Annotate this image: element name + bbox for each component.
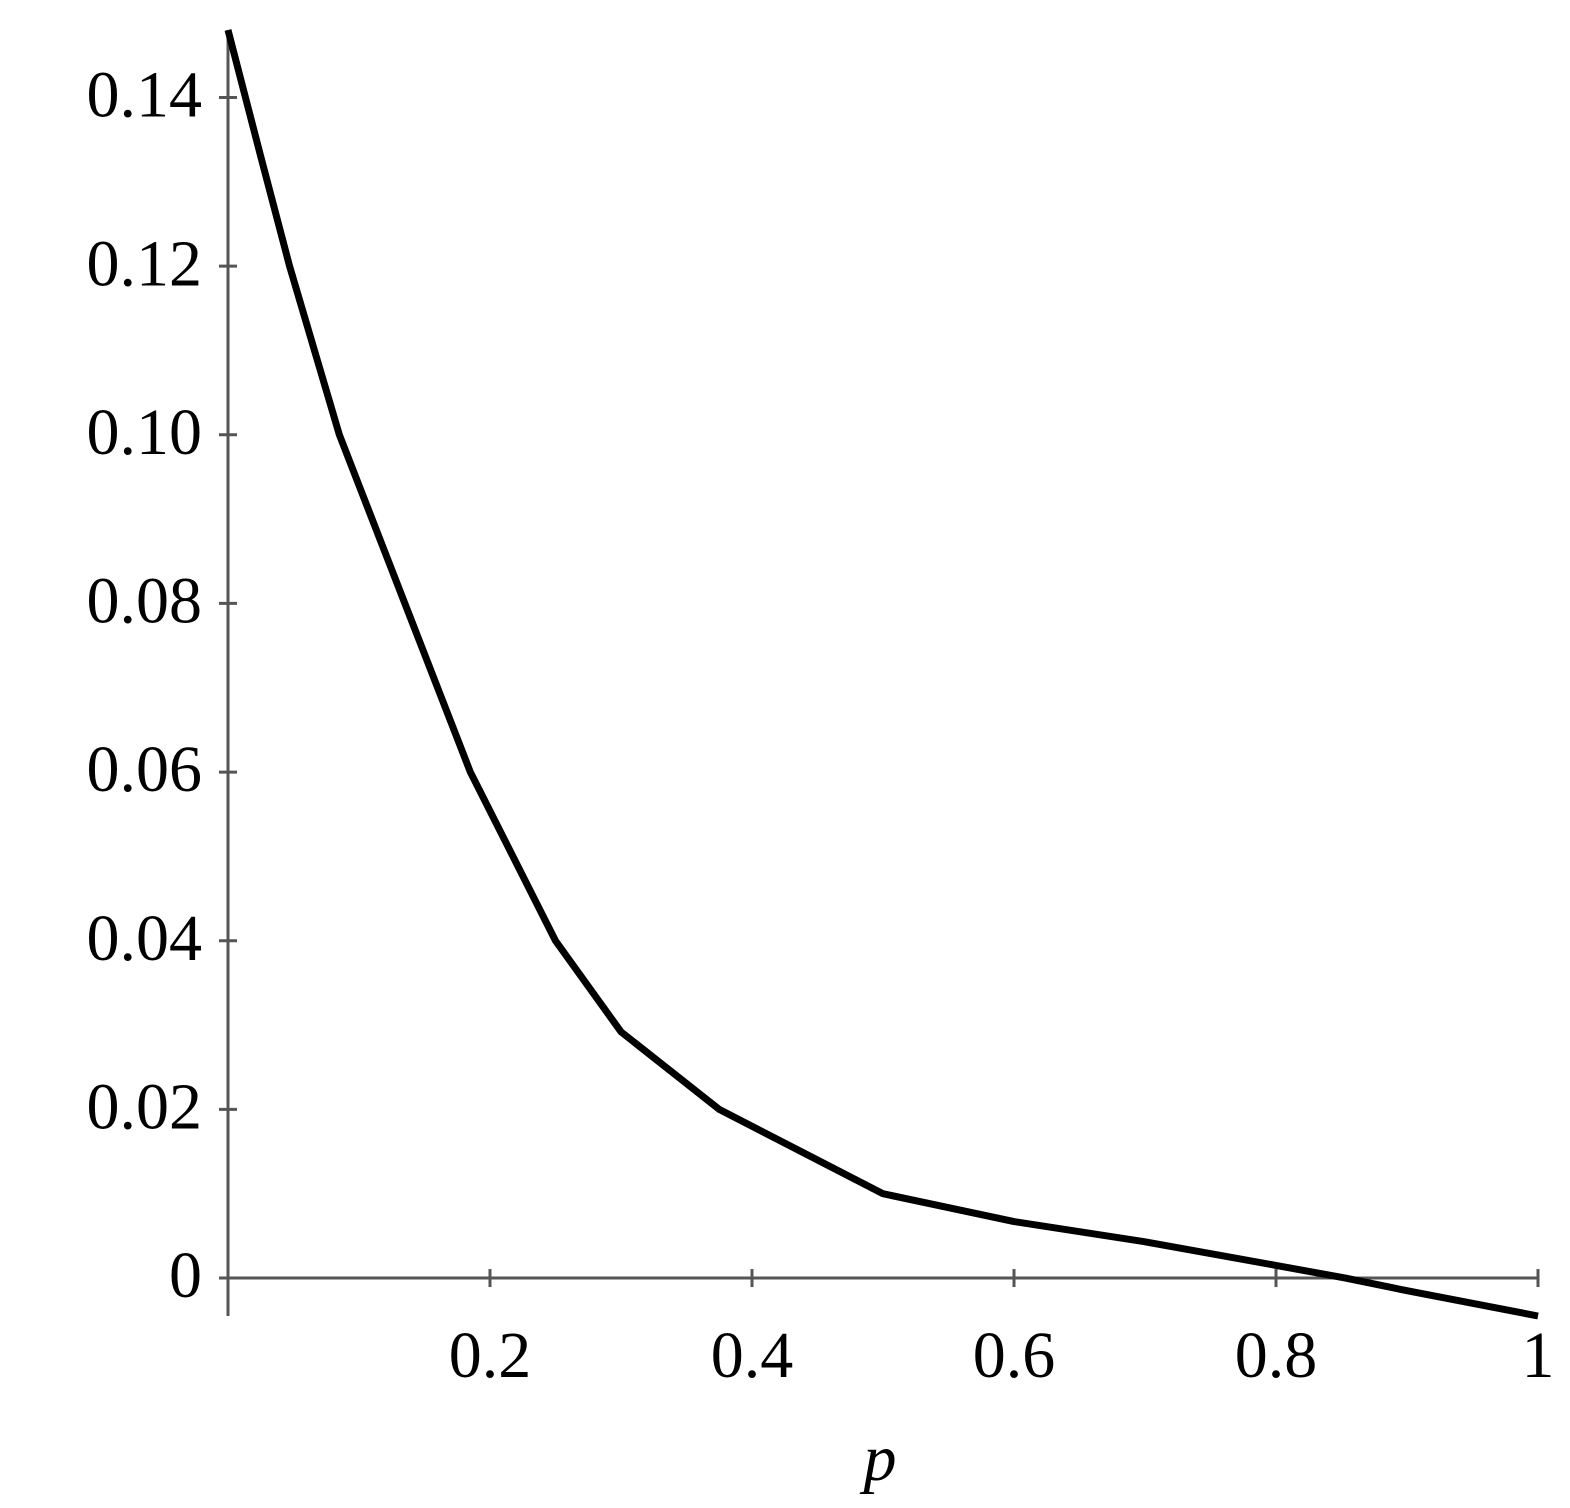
y-tick-label: 0.14: [87, 59, 203, 132]
y-tick-label: 0.12: [87, 227, 203, 300]
x-tick-label: 0.8: [1235, 1319, 1318, 1392]
y-tick-label: 0.06: [87, 733, 203, 806]
x-axis-label: p: [860, 1422, 897, 1495]
y-tick-label: 0.08: [87, 565, 203, 638]
y-tick-label: 0.04: [87, 902, 203, 975]
x-tick-label: 0.2: [449, 1319, 532, 1392]
y-tick-label: 0: [169, 1239, 202, 1312]
x-tick-label: 0.4: [711, 1319, 794, 1392]
x-tick-label: 0.6: [973, 1319, 1056, 1392]
x-tick-label: 1: [1522, 1319, 1555, 1392]
line-series: [224, 29, 1539, 1320]
y-tick-label: 0.10: [87, 396, 203, 469]
y-tick-label: 0.02: [87, 1071, 203, 1144]
